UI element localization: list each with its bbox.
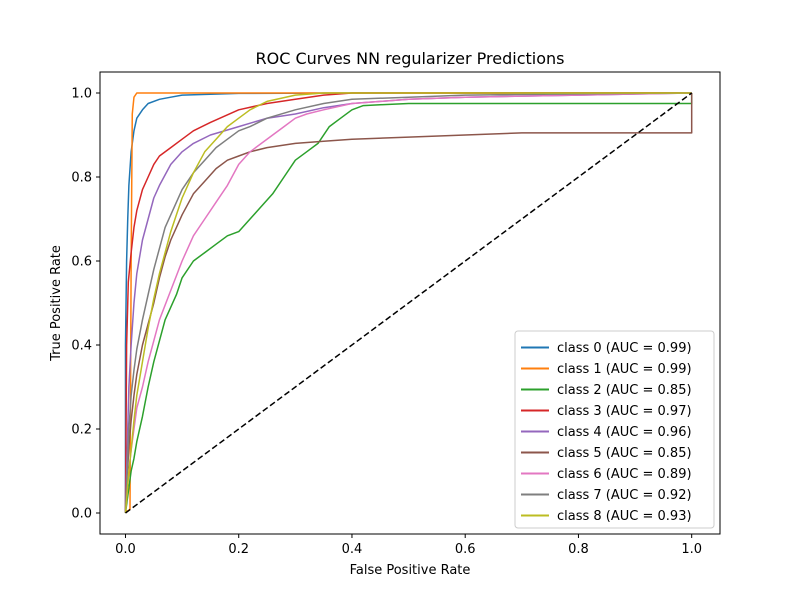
legend-label: class 1 (AUC = 0.99) bbox=[557, 362, 692, 377]
x-axis: 0.0 0.2 0.4 0.6 0.8 1.0 bbox=[115, 534, 702, 557]
y-tick-label: 0.4 bbox=[71, 339, 92, 354]
plot-area bbox=[124, 92, 693, 514]
series-line-class-3 bbox=[124, 92, 692, 514]
axes-frame bbox=[99, 71, 721, 535]
y-axis-label: True Positive Rate bbox=[49, 245, 64, 362]
x-axis-label: False Positive Rate bbox=[350, 563, 471, 578]
chart-title: ROC Curves NN regularizer Predictions bbox=[256, 49, 565, 68]
x-tick-label: 0.6 bbox=[455, 542, 476, 557]
y-tick-label: 0.8 bbox=[71, 171, 92, 186]
legend-label: class 6 (AUC = 0.89) bbox=[557, 467, 692, 482]
y-tick-label: 0.6 bbox=[71, 255, 92, 270]
legend-label: class 0 (AUC = 0.99) bbox=[557, 341, 692, 356]
y-axis: 0.0 0.2 0.4 0.6 0.8 1.0 bbox=[71, 87, 100, 522]
x-tick-label: 0.0 bbox=[115, 542, 136, 557]
legend-label: class 5 (AUC = 0.85) bbox=[557, 446, 692, 461]
x-tick-label: 0.2 bbox=[228, 542, 249, 557]
legend-label: class 8 (AUC = 0.93) bbox=[557, 509, 692, 524]
series-line-class-8 bbox=[124, 92, 692, 514]
legend-box bbox=[514, 330, 715, 529]
legend-label: class 4 (AUC = 0.96) bbox=[557, 425, 692, 440]
legend: class 0 (AUC = 0.99) class 1 (AUC = 0.99)… bbox=[514, 330, 715, 529]
series-line-class-5 bbox=[124, 93, 693, 514]
diagonal-reference-line bbox=[125, 92, 693, 514]
y-tick-label: 1.0 bbox=[71, 87, 92, 102]
x-tick-label: 0.4 bbox=[342, 542, 363, 557]
y-tick-label: 0.2 bbox=[71, 423, 92, 438]
legend-label: class 2 (AUC = 0.85) bbox=[557, 383, 692, 398]
series-line-class-6 bbox=[124, 92, 692, 514]
series-line-class-2 bbox=[124, 93, 693, 514]
y-tick-label: 0.0 bbox=[71, 507, 92, 522]
legend-label: class 3 (AUC = 0.97) bbox=[557, 404, 692, 419]
x-tick-label: 1.0 bbox=[681, 542, 702, 557]
x-tick-label: 0.8 bbox=[568, 542, 589, 557]
legend-label: class 7 (AUC = 0.92) bbox=[557, 488, 692, 503]
